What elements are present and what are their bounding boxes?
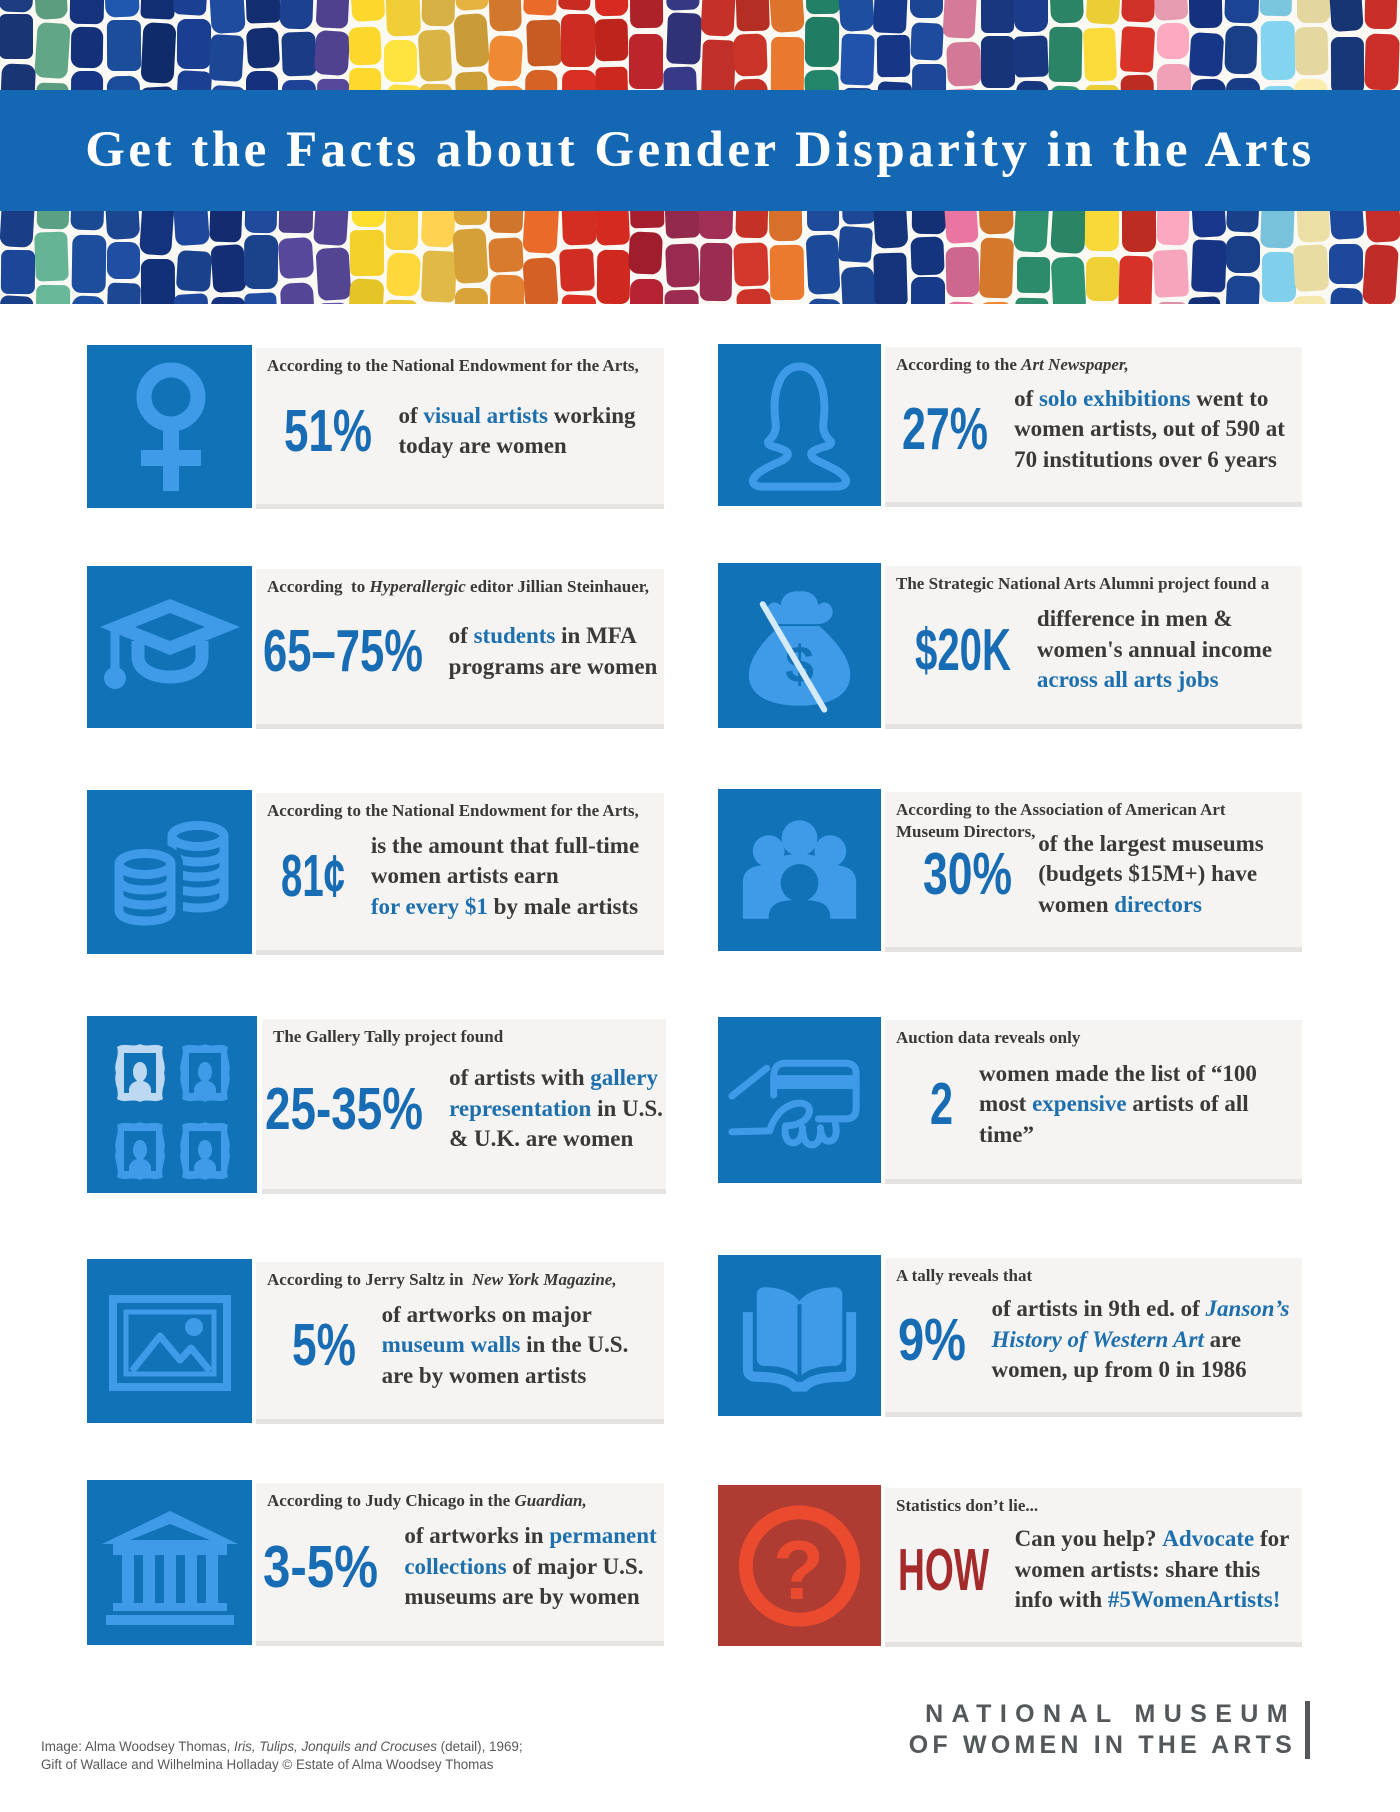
- svg-text:?: ?: [773, 1522, 824, 1616]
